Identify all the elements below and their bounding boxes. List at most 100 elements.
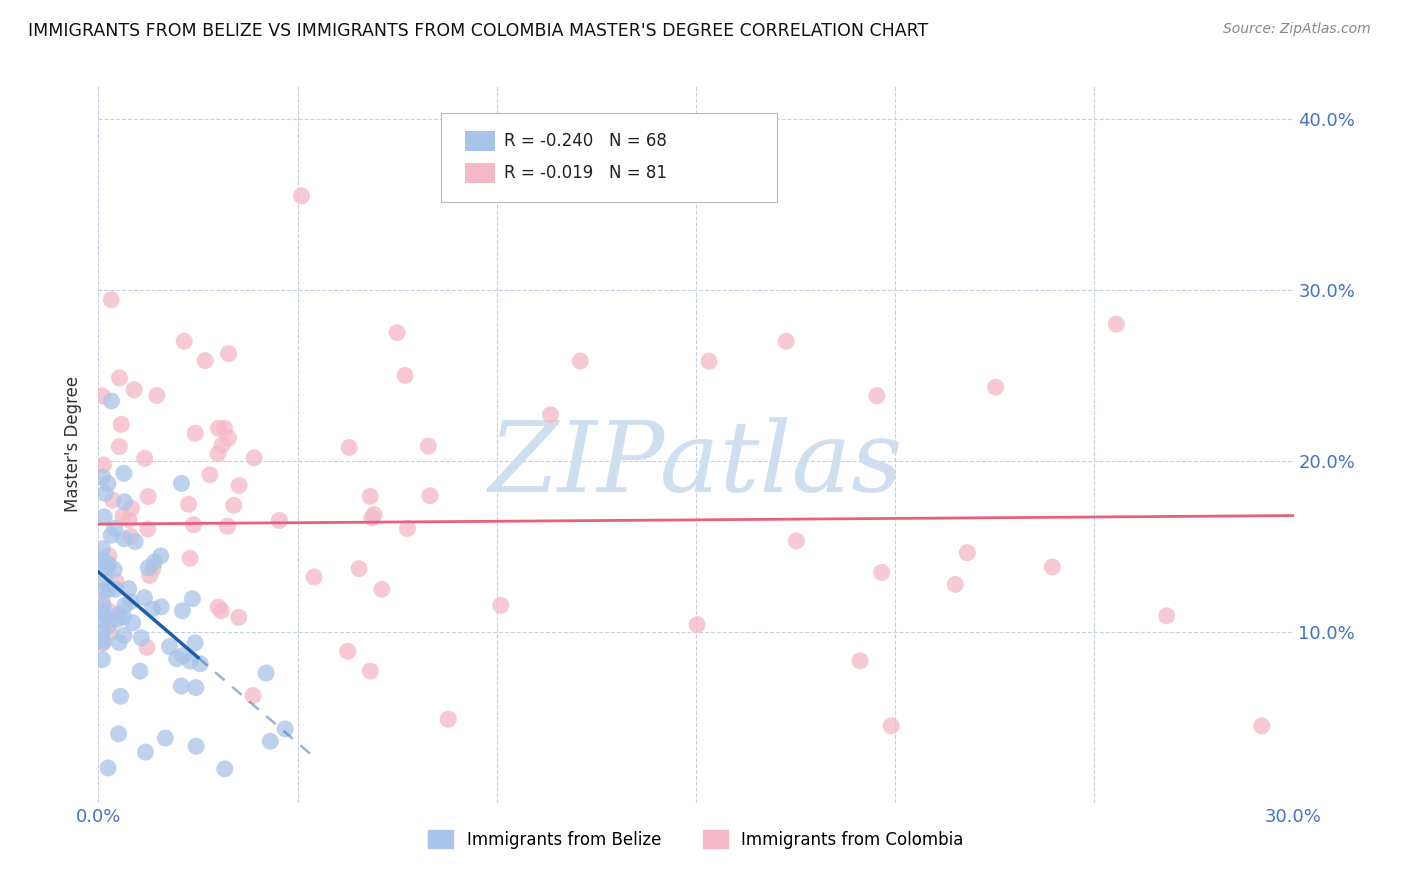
Point xyxy=(371,582,394,597)
Point xyxy=(170,476,193,491)
Point xyxy=(347,562,370,576)
Point xyxy=(91,635,114,649)
Point xyxy=(114,495,136,509)
Point xyxy=(91,624,114,639)
Point xyxy=(136,560,159,574)
Point xyxy=(166,651,188,665)
Point xyxy=(184,739,207,754)
Point xyxy=(121,501,143,516)
Point xyxy=(359,489,381,503)
Point xyxy=(134,591,156,605)
Point xyxy=(101,493,124,508)
Bar xyxy=(465,131,495,151)
Point xyxy=(785,533,807,548)
Point xyxy=(943,577,966,591)
Point xyxy=(149,549,172,563)
Point xyxy=(184,426,207,441)
Point xyxy=(880,719,903,733)
Point xyxy=(134,451,156,466)
Point xyxy=(141,602,163,616)
Point xyxy=(108,440,131,454)
Point xyxy=(173,334,195,348)
Point xyxy=(142,561,165,575)
Point xyxy=(100,528,122,542)
Point xyxy=(228,610,250,624)
Point xyxy=(139,568,162,582)
Text: IMMIGRANTS FROM BELIZE VS IMMIGRANTS FROM COLOMBIA MASTER'S DEGREE CORRELATION C: IMMIGRANTS FROM BELIZE VS IMMIGRANTS FRO… xyxy=(28,22,928,40)
Point xyxy=(135,640,157,655)
Point xyxy=(91,593,114,607)
Point xyxy=(218,346,240,360)
Point xyxy=(290,189,312,203)
Point xyxy=(104,582,127,596)
Point xyxy=(107,612,129,626)
Point xyxy=(207,447,229,461)
Point xyxy=(849,654,872,668)
Point xyxy=(177,497,200,511)
Point xyxy=(93,573,115,587)
Point xyxy=(259,734,281,748)
Point xyxy=(775,334,797,348)
Point xyxy=(1040,560,1063,574)
Point xyxy=(91,552,114,566)
Point xyxy=(363,508,385,522)
Point xyxy=(150,599,173,614)
Point xyxy=(394,368,416,383)
Point xyxy=(419,489,441,503)
Point xyxy=(183,517,205,532)
Point xyxy=(112,532,135,546)
Point xyxy=(172,648,194,663)
Point xyxy=(118,513,141,527)
Point xyxy=(194,353,217,368)
Point xyxy=(155,731,177,745)
Point xyxy=(211,438,233,452)
Point xyxy=(217,519,239,533)
Text: Source: ZipAtlas.com: Source: ZipAtlas.com xyxy=(1223,22,1371,37)
Point xyxy=(91,652,114,666)
Point xyxy=(105,574,128,589)
Point xyxy=(112,610,135,624)
Point xyxy=(686,617,709,632)
Point xyxy=(107,727,129,741)
Point xyxy=(129,664,152,678)
Point xyxy=(131,631,153,645)
Point xyxy=(98,604,121,618)
Point xyxy=(159,640,181,654)
Point xyxy=(91,637,114,651)
Point xyxy=(97,549,120,563)
Point xyxy=(112,467,135,481)
Point xyxy=(110,417,132,432)
Point xyxy=(91,604,114,618)
Legend: Immigrants from Belize, Immigrants from Colombia: Immigrants from Belize, Immigrants from … xyxy=(422,823,970,855)
Point xyxy=(336,644,359,658)
Text: R = -0.240   N = 68: R = -0.240 N = 68 xyxy=(503,132,666,150)
Bar xyxy=(465,163,495,183)
Point xyxy=(108,635,131,649)
Point xyxy=(100,293,122,307)
Point xyxy=(198,467,221,482)
Text: ZIPatlas: ZIPatlas xyxy=(489,417,903,513)
Point xyxy=(98,625,121,640)
Point xyxy=(97,761,120,775)
Y-axis label: Master's Degree: Master's Degree xyxy=(65,376,83,512)
Point xyxy=(870,566,893,580)
Point xyxy=(118,582,141,596)
Point xyxy=(114,599,136,613)
Point xyxy=(170,679,193,693)
Point xyxy=(269,513,291,527)
Point xyxy=(97,582,120,596)
Point xyxy=(121,615,143,630)
Point xyxy=(104,521,127,535)
Point xyxy=(93,614,115,628)
Point xyxy=(359,664,381,678)
Point xyxy=(188,657,211,671)
Point xyxy=(120,529,142,543)
Point xyxy=(184,636,207,650)
Point xyxy=(274,722,297,736)
Point xyxy=(1105,317,1128,331)
Point xyxy=(172,604,194,618)
Point xyxy=(97,618,120,632)
Point xyxy=(243,450,266,465)
Text: R = -0.019   N = 81: R = -0.019 N = 81 xyxy=(503,164,666,182)
Point xyxy=(136,522,159,536)
